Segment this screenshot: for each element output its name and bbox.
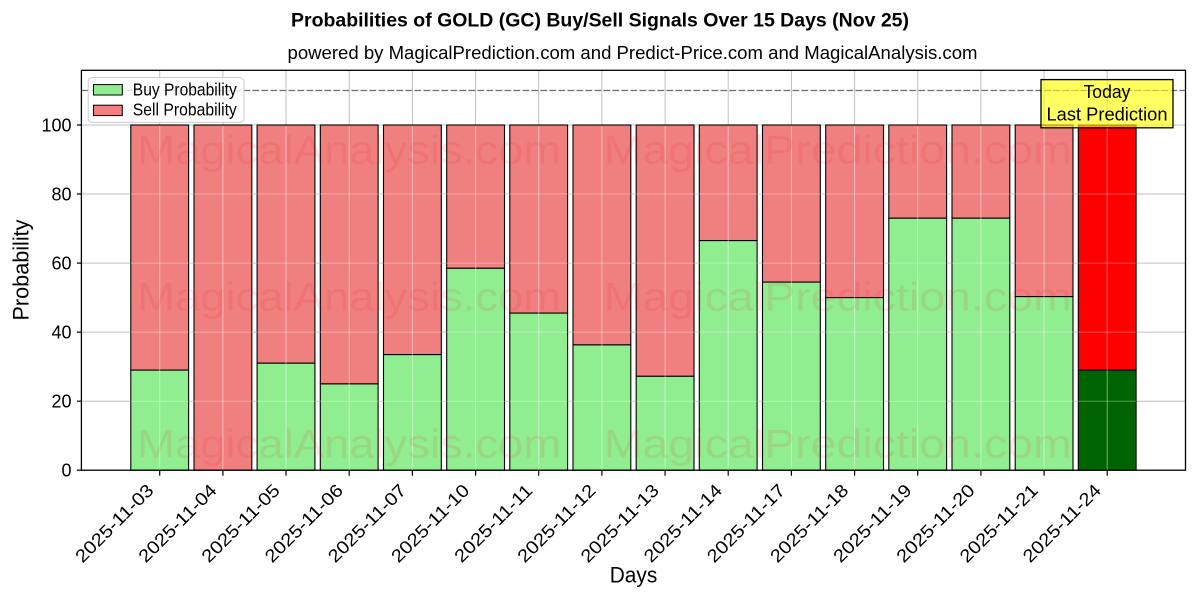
svg-text:60: 60	[51, 254, 71, 274]
svg-text:Sell Probability: Sell Probability	[133, 100, 237, 120]
svg-text:100: 100	[41, 115, 71, 135]
svg-text:20: 20	[51, 392, 71, 412]
svg-text:Probability: Probability	[9, 220, 34, 321]
svg-text:MagicalPrediction.com: MagicalPrediction.com	[604, 275, 1072, 319]
svg-text:Probabilities of GOLD (GC) Buy: Probabilities of GOLD (GC) Buy/Sell Sign…	[291, 10, 909, 32]
svg-text:Days: Days	[610, 563, 658, 588]
svg-text:Today: Today	[1084, 82, 1131, 102]
svg-text:40: 40	[51, 323, 71, 343]
svg-text:MagicalAnalysis.com: MagicalAnalysis.com	[137, 128, 561, 172]
svg-text:MagicalAnalysis.com: MagicalAnalysis.com	[137, 275, 561, 319]
svg-text:MagicalPrediction.com: MagicalPrediction.com	[604, 128, 1072, 172]
svg-text:MagicalAnalysis.com: MagicalAnalysis.com	[137, 422, 561, 466]
svg-text:0: 0	[61, 461, 71, 481]
svg-text:MagicalPrediction.com: MagicalPrediction.com	[604, 422, 1072, 466]
svg-text:powered by MagicalPrediction.c: powered by MagicalPrediction.com and Pre…	[288, 43, 978, 63]
svg-text:Last Prediction: Last Prediction	[1047, 104, 1168, 124]
svg-text:80: 80	[51, 184, 71, 204]
svg-text:Buy Probability: Buy Probability	[133, 79, 237, 99]
